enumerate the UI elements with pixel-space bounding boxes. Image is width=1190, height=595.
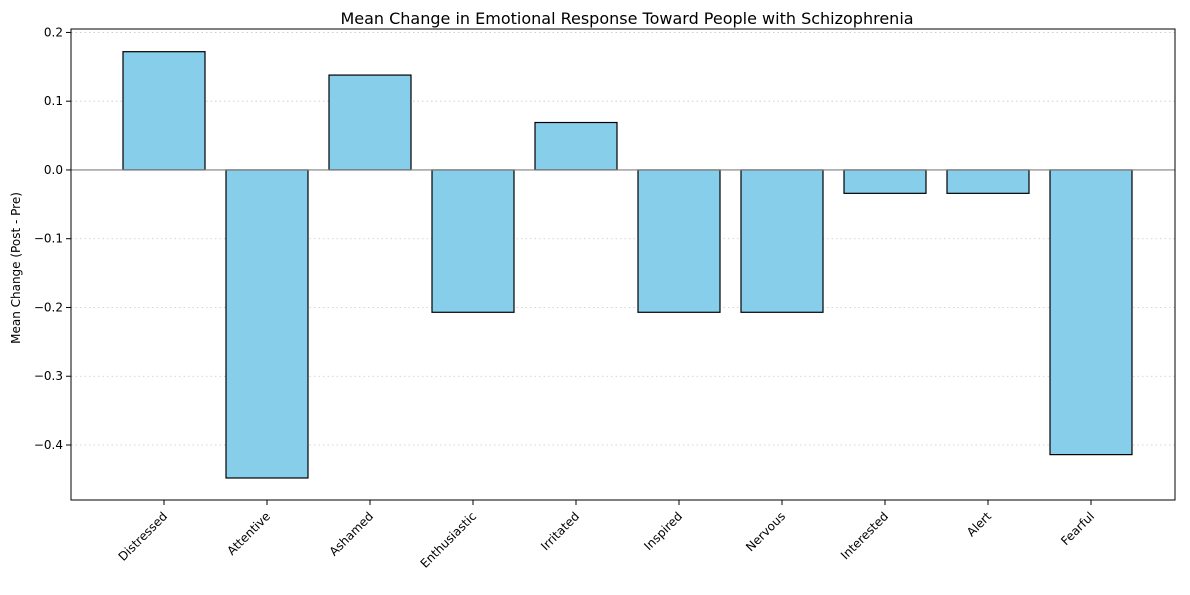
bar-enthusiastic: [431, 169, 515, 313]
y-tick-label: 0.0: [44, 163, 63, 177]
bar-alert: [946, 169, 1030, 194]
plot-frame: [70, 28, 1176, 501]
y-tick-label: 0.2: [44, 25, 63, 39]
y-tick-label: −0.2: [34, 300, 63, 314]
y-tick-label: 0.1: [44, 94, 63, 108]
y-tick-label: −0.3: [34, 369, 63, 383]
bar-nervous: [740, 169, 824, 313]
bar-interested: [843, 169, 927, 194]
bars: [122, 51, 1133, 479]
bar-inspired: [637, 169, 721, 313]
bar-ashamed: [328, 74, 412, 171]
bar-fearful: [1049, 169, 1133, 456]
y-tick-label: −0.1: [34, 232, 63, 246]
bar-attentive: [225, 169, 309, 479]
chart-title: Mean Change in Emotional Response Toward…: [340, 9, 913, 28]
y-axis-ticks: 0.2 0.1 0.0 −0.1 −0.2 −0.3 −0.4: [34, 25, 71, 452]
bar-distressed: [122, 51, 206, 171]
bar-irritated: [534, 121, 618, 171]
y-axis-label: Mean Change (Post - Pre): [9, 192, 23, 344]
y-tick-label: −0.4: [34, 438, 63, 452]
